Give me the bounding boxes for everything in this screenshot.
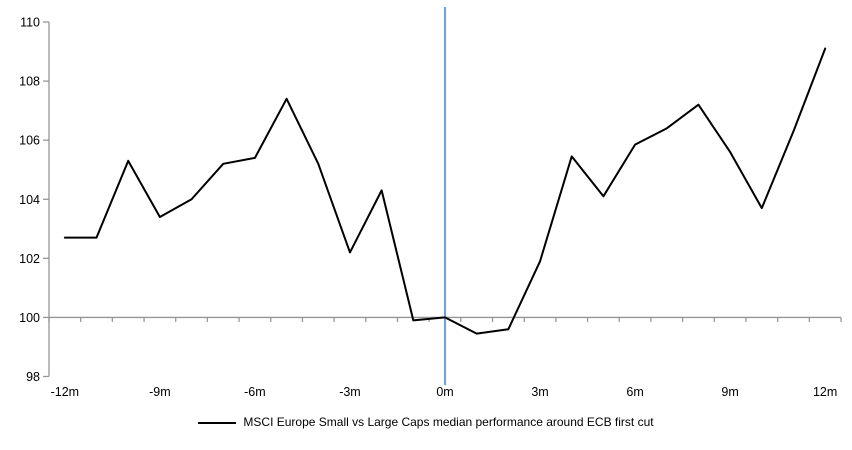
x-axis-label: 12m (813, 385, 837, 399)
x-axis-label: 9m (721, 385, 738, 399)
series-line (63, 47, 827, 335)
legend: MSCI Europe Small vs Large Caps median p… (0, 415, 852, 430)
x-axis-label: 0m (436, 385, 453, 399)
x-axis-label: 6m (626, 385, 643, 399)
legend-label: MSCI Europe Small vs Large Caps median p… (243, 415, 654, 429)
x-axis-label: -12m (51, 385, 79, 399)
x-axis-label: -3m (339, 385, 361, 399)
y-axis-label: 98 (26, 370, 40, 384)
y-axis-label: 100 (19, 311, 40, 325)
x-axis-label: -6m (244, 385, 266, 399)
y-axis-label: 104 (19, 193, 40, 207)
y-axis-label: 108 (19, 75, 40, 89)
x-axis-label: -9m (149, 385, 171, 399)
y-axis-label: 110 (20, 16, 40, 30)
x-axis-label: 3m (531, 385, 548, 399)
legend-line-sample (198, 421, 237, 424)
y-axis-label: 106 (19, 134, 40, 148)
y-axis-label: 102 (19, 252, 40, 266)
